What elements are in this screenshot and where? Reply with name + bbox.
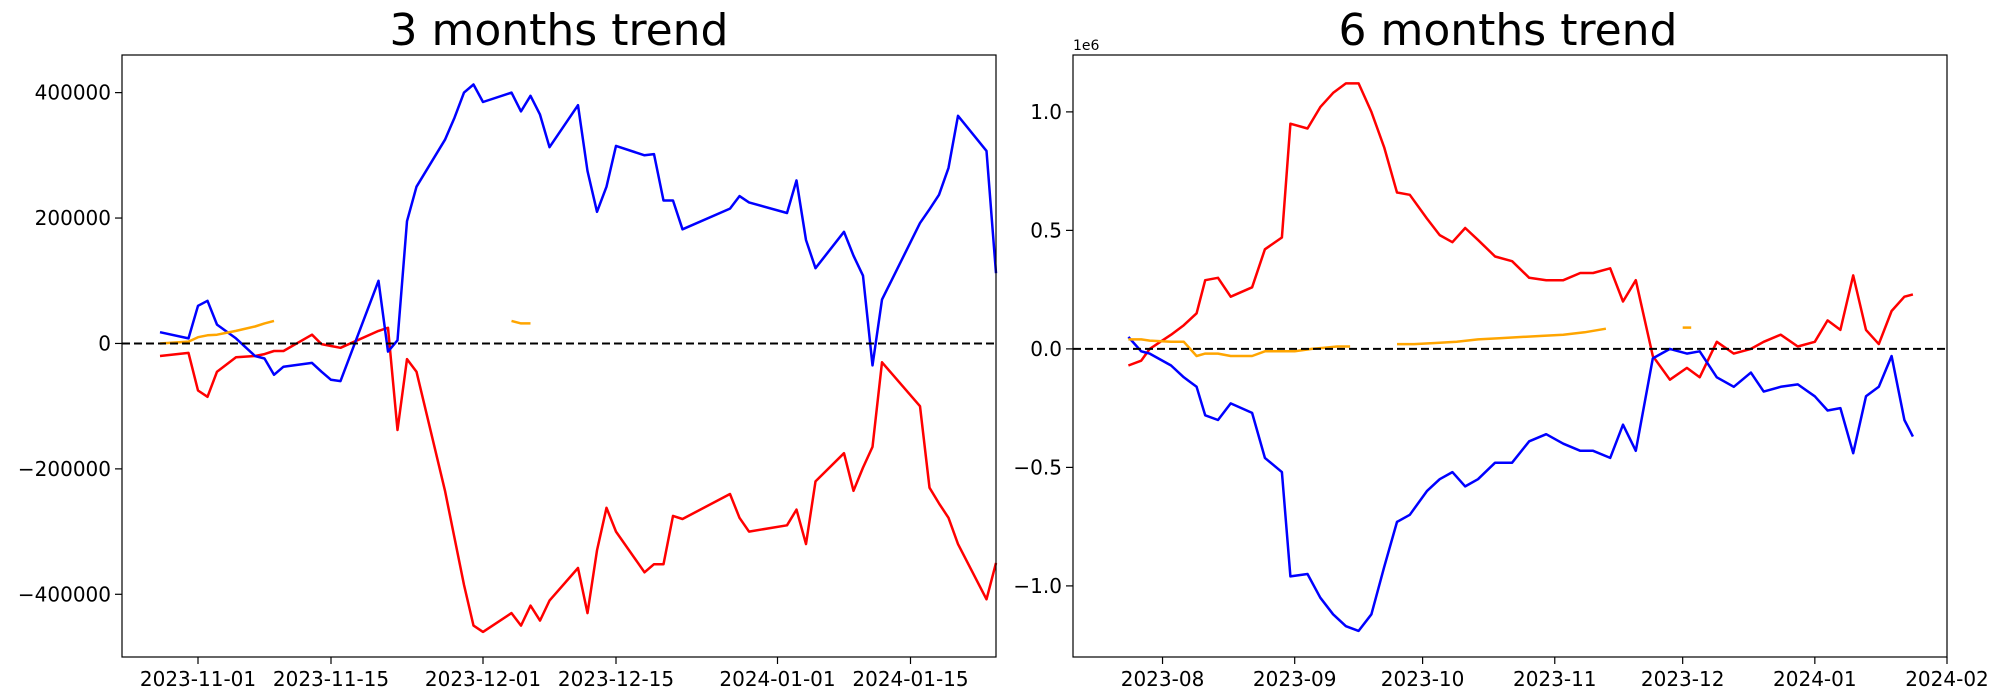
y-tick-label: 1.0: [1030, 100, 1062, 124]
y-ticks: 1.0 0.5 0.0 −0.5 −1.0: [1013, 100, 1073, 598]
x-tick-label: 2023-10: [1381, 667, 1465, 691]
x-ticks: 2023-11-01 2023-11-15 2023-12-01 2023-12-15…: [140, 657, 969, 691]
x-tick-label: 2023-11-15: [273, 667, 389, 691]
series-line: [159, 319, 275, 345]
x-tick-label: 2023-12: [1641, 667, 1725, 691]
chart-title: 3 months trend: [390, 5, 729, 56]
y-tick-label: −0.5: [1013, 455, 1062, 479]
x-tick-label: 2024-02: [1905, 667, 1989, 691]
y-tick-label: 400000: [35, 81, 111, 105]
chart-6-months: 6 months trend 1e6 2023-08 2023-09 2023-10…: [1013, 5, 1988, 691]
plot-lines: [1073, 82, 1947, 633]
y-tick-label: 0: [98, 331, 111, 355]
x-tick-label: 2023-09: [1253, 667, 1337, 691]
series-line: [1127, 82, 1914, 381]
series-line: [159, 83, 998, 383]
x-tick-label: 2024-01: [1773, 667, 1857, 691]
series-line: [511, 319, 531, 325]
y-tick-label: 200000: [35, 206, 111, 230]
plot-frame: [1072, 54, 1948, 658]
y-tick-label: 0.0: [1030, 337, 1062, 361]
x-tick-label: 2023-11-01: [140, 667, 256, 691]
plot-frame: [121, 54, 997, 658]
chart-3-months: 3 months trend 2023-11-01 2023-11-15 2023-…: [18, 5, 998, 691]
x-tick-label: 2023-12-15: [558, 667, 674, 691]
y-tick-label: −200000: [18, 457, 111, 481]
x-ticks: 2023-08 2023-09 2023-10 2023-11 2023-12 2024-…: [1121, 657, 1989, 691]
series-line: [1128, 338, 1351, 358]
x-tick-label: 2024-01-15: [852, 667, 968, 691]
x-tick-label: 2023-08: [1121, 667, 1205, 691]
plot-lines: [122, 83, 998, 634]
y-scale-label: 1e6: [1073, 38, 1100, 54]
y-ticks: 400000 200000 0 −200000 −400000: [18, 81, 122, 606]
chart-title: 6 months trend: [1339, 5, 1678, 56]
series-line: [1127, 336, 1915, 633]
x-tick-label: 2024-01-01: [719, 667, 835, 691]
y-tick-label: 0.5: [1030, 218, 1062, 242]
series-line: [159, 326, 998, 634]
series-line: [1397, 327, 1607, 346]
x-tick-label: 2023-12-01: [425, 667, 541, 691]
y-tick-label: −400000: [18, 582, 111, 606]
y-tick-label: −1.0: [1013, 574, 1062, 598]
x-tick-label: 2023-11: [1513, 667, 1597, 691]
